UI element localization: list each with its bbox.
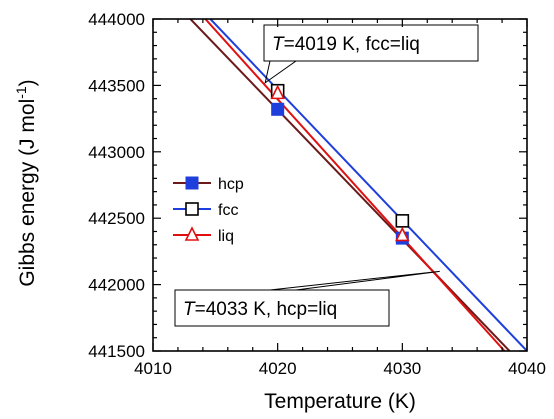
annotation-italic-1: T (183, 299, 196, 320)
y-axis-title-close: ) (16, 79, 39, 86)
legend-label-fcc: fcc (218, 202, 238, 219)
annotation-label-1: =4033 K, hcp=liq (195, 299, 338, 320)
legend-label-liq: liq (218, 228, 234, 245)
marker-fcc-1 (395, 214, 410, 228)
x-tick-label-4040: 4040 (508, 359, 546, 378)
legend-label-hcp: hcp (218, 176, 244, 193)
y-tick-label-442500: 442500 (88, 209, 145, 228)
x-tick-label-4010: 4010 (134, 359, 172, 378)
annotation-italic-0: T (272, 34, 285, 55)
y-tick-label-441500: 441500 (88, 342, 145, 361)
marker-liq-0 (270, 84, 285, 100)
series-line-hcp (189, 19, 511, 351)
legend-bg (166, 159, 266, 251)
marker-liq-1 (395, 226, 410, 242)
y-tick-label-444000: 444000 (88, 10, 145, 29)
x-tick-label-4030: 4030 (383, 359, 421, 378)
legend-marker-fcc (185, 202, 199, 216)
series-line-fcc (209, 19, 527, 351)
x-tick-label-4020: 4020 (259, 359, 297, 378)
y-axis-title-exp: -1 (13, 86, 29, 99)
annotation-leader-1 (269, 270, 440, 291)
legend: hcp fcc liq (166, 159, 266, 251)
annotation-label-0: =4019 K, fcc=liq (284, 34, 420, 55)
annotation-text-1: T=4033 K, hcp=liq (183, 299, 337, 320)
y-axis-title-main: Gibbs energy (J mol (16, 99, 39, 287)
x-axis-title: Temperature (K) (264, 390, 416, 413)
series-line-liq (204, 19, 506, 351)
annotation-box-1 (174, 289, 390, 327)
y-tick-label-442000: 442000 (88, 276, 145, 295)
annotation-leader-0 (264, 60, 298, 84)
marker-hcp-0 (271, 102, 285, 116)
y-tick-label-443500: 443500 (88, 76, 145, 95)
annotation-text-0: T=4019 K, fcc=liq (272, 34, 420, 55)
plot-frame (152, 18, 528, 352)
legend-marker-liq (184, 226, 200, 241)
series-markers (270, 83, 410, 245)
y-tick-label-443000: 443000 (88, 143, 145, 162)
series-lines (189, 19, 527, 351)
annotation-box-0 (263, 24, 479, 62)
legend-marker-hcp (185, 176, 199, 190)
y-axis-title: Gibbs energy (J mol-1) (13, 79, 39, 286)
axes: 4010 4020 4030 4040 441500 442000 442500 443000… (13, 10, 546, 413)
